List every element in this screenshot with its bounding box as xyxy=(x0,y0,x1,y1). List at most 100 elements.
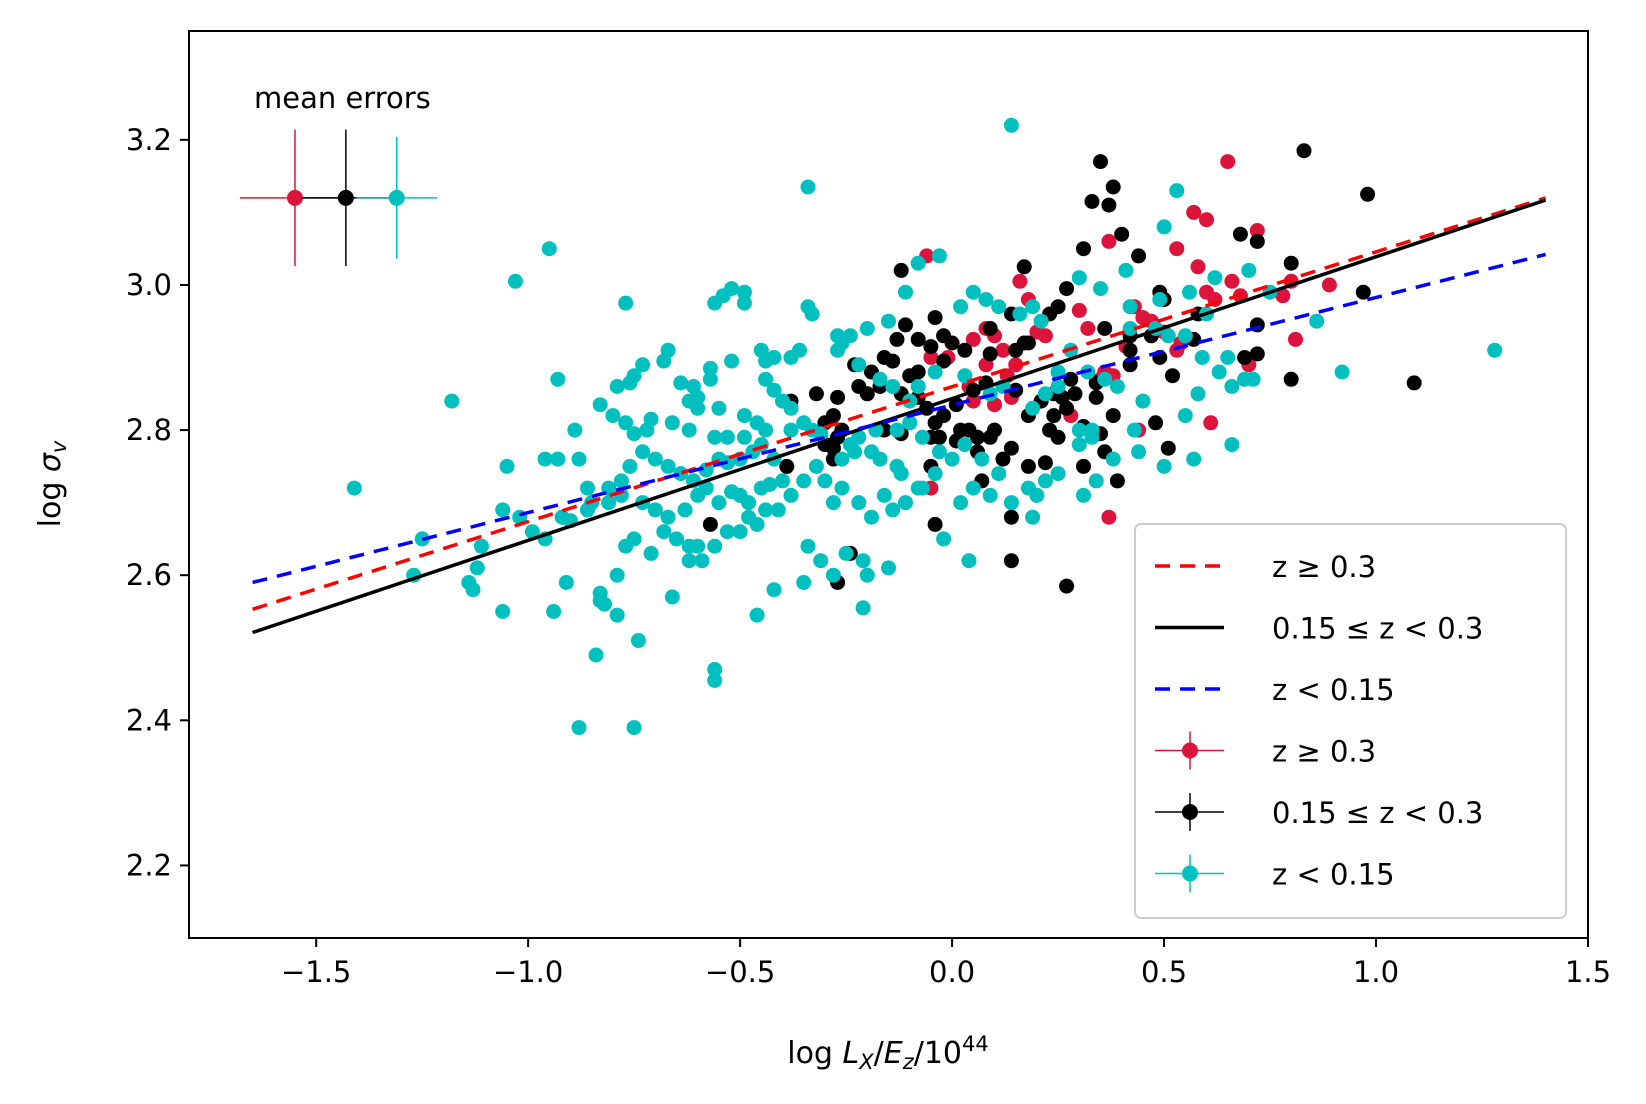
point-series2-155 xyxy=(681,538,697,554)
point-series1-2 xyxy=(1360,186,1376,202)
point-series2-207 xyxy=(1182,284,1197,300)
y-tick-label-3: 2.8 xyxy=(126,413,172,447)
point-series2-93 xyxy=(601,495,617,511)
point-series2-259 xyxy=(1105,451,1121,467)
point-series2-238 xyxy=(851,357,867,373)
point-series2-128 xyxy=(825,567,841,583)
point-series1-39 xyxy=(1008,342,1024,358)
point-series1-34 xyxy=(1067,386,1083,402)
point-series1-40 xyxy=(1020,335,1036,351)
point-series1-74 xyxy=(1088,389,1104,405)
fit-line-1 xyxy=(252,198,1547,635)
y-tick-label-2: 2.6 xyxy=(126,558,172,592)
point-series2-181 xyxy=(902,415,918,431)
point-series1-102 xyxy=(1076,458,1091,474)
point-series2-112 xyxy=(546,604,562,619)
point-series1-16 xyxy=(1355,284,1371,300)
point-series1-7 xyxy=(1076,241,1091,257)
point-series1-79 xyxy=(1003,440,1019,456)
point-series2-262 xyxy=(927,466,943,482)
point-series2-168 xyxy=(965,480,981,496)
point-series2-132 xyxy=(859,567,875,583)
point-series0-11 xyxy=(1080,321,1096,336)
x-tick-label-3: 0.0 xyxy=(929,955,975,989)
point-series2-217 xyxy=(1109,379,1125,394)
point-series2-240 xyxy=(885,379,901,394)
point-series2-225 xyxy=(1025,299,1041,315)
point-series2-56 xyxy=(605,408,621,424)
point-series2-121 xyxy=(707,672,723,688)
point-series2-21 xyxy=(702,360,718,376)
point-series2-193 xyxy=(1050,379,1066,394)
point-series0-45 xyxy=(965,393,981,409)
point-series1-75 xyxy=(1105,408,1121,424)
point-series2-191 xyxy=(1025,400,1041,416)
fit-line-0 xyxy=(252,196,1547,611)
point-series0-50 xyxy=(1101,509,1117,525)
point-series1-100 xyxy=(1020,458,1036,474)
legend-marker-4 xyxy=(1182,804,1198,820)
point-series2-164 xyxy=(588,647,604,663)
point-series2-19 xyxy=(753,342,769,358)
point-series2-140 xyxy=(851,495,867,511)
point-series2-4 xyxy=(507,273,523,289)
point-series2-29 xyxy=(673,375,689,391)
legend-label-4: 0.15 ≤ z < 0.3 xyxy=(1272,796,1483,830)
point-series1-121 xyxy=(987,422,1002,438)
point-series1-21 xyxy=(1097,321,1113,336)
point-series2-152 xyxy=(719,524,735,540)
point-series1-101 xyxy=(1037,455,1053,471)
point-series1-46 xyxy=(898,317,913,333)
point-series2-210 xyxy=(1122,321,1138,336)
point-series1-72 xyxy=(1046,408,1062,424)
point-series2-211 xyxy=(1122,299,1138,315)
x-tick-label-2: −0.5 xyxy=(705,955,775,989)
point-series2-203 xyxy=(1245,371,1261,387)
point-series2-122 xyxy=(707,662,723,677)
point-series1-54 xyxy=(876,350,892,365)
point-series2-61 xyxy=(571,451,587,467)
point-series2-0 xyxy=(1003,117,1019,133)
point-series1-42 xyxy=(957,342,973,358)
point-series2-40 xyxy=(766,382,782,398)
point-series2-236 xyxy=(842,328,858,344)
point-series2-136 xyxy=(898,495,913,511)
point-series2-235 xyxy=(859,321,875,336)
point-series2-142 xyxy=(825,495,841,511)
point-series0-5 xyxy=(1169,241,1185,257)
point-series1-8 xyxy=(1232,226,1248,242)
point-series2-41 xyxy=(758,371,774,387)
point-series2-213 xyxy=(1190,386,1206,402)
x-tick-label-5: 1.0 xyxy=(1353,955,1399,989)
point-series0-23 xyxy=(1321,277,1337,293)
point-series1-117 xyxy=(1059,578,1075,594)
point-series1-11 xyxy=(1131,248,1147,264)
point-series2-34 xyxy=(690,400,706,416)
point-series2-115 xyxy=(597,596,612,612)
point-series0-33 xyxy=(965,331,981,347)
point-series2-176 xyxy=(974,451,990,467)
point-series1-32 xyxy=(1165,368,1180,384)
point-series1-73 xyxy=(1059,400,1075,416)
point-series2-24 xyxy=(635,357,651,373)
point-series2-53 xyxy=(639,422,655,438)
point-series2-3 xyxy=(541,241,557,257)
point-series2-58 xyxy=(567,422,583,438)
point-series2-227 xyxy=(991,299,1007,315)
point-series1-116 xyxy=(1003,553,1019,569)
point-series2-2 xyxy=(1169,183,1185,199)
point-series2-57 xyxy=(592,397,608,413)
point-series1-0 xyxy=(1296,143,1312,159)
point-series2-261 xyxy=(1071,437,1087,453)
point-series1-15 xyxy=(1283,255,1299,271)
point-series2-173 xyxy=(1037,473,1053,489)
legend-label-3: z ≥ 0.3 xyxy=(1272,735,1376,769)
point-series2-252 xyxy=(1220,350,1236,365)
legend-box xyxy=(1134,523,1567,919)
point-series1-20 xyxy=(982,321,998,336)
point-series2-70 xyxy=(673,466,689,482)
y-tick-label-0: 2.2 xyxy=(126,848,172,882)
point-series2-124 xyxy=(766,582,782,598)
point-series2-179 xyxy=(931,444,947,460)
point-series2-101 xyxy=(474,538,489,554)
